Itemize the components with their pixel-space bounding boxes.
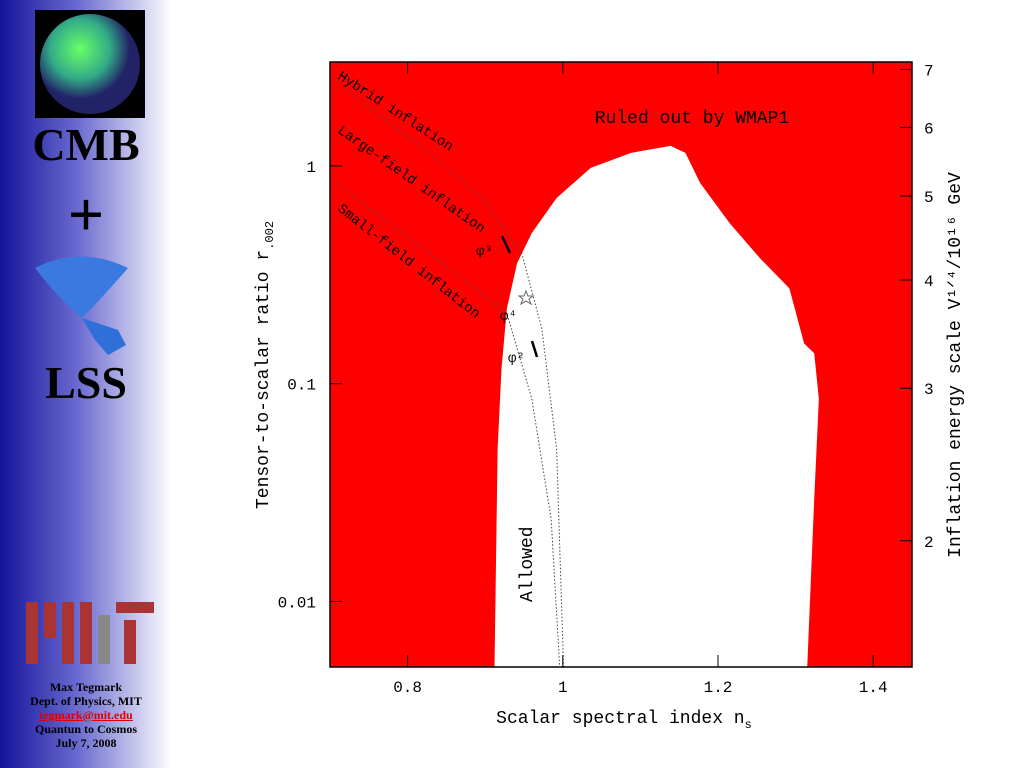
email-link[interactable]: tegmark@mit.edu (39, 708, 133, 722)
model-curve (335, 182, 561, 668)
sidebar-art (26, 10, 154, 664)
y-axis-title: Tensor-to-scalar ratio r.002 (254, 221, 277, 509)
cmb-label: CMB (32, 119, 140, 170)
x-title-sub: s (745, 718, 752, 732)
x-tick-label: 1 (558, 679, 568, 697)
y-tick-label: 0.01 (278, 594, 316, 612)
affiliation: Dept. of Physics, MIT (30, 694, 142, 708)
y2-tick-label: 7 (924, 62, 934, 80)
sidebar: CMB + LSS Max Tegmark Dept. of Physics, … (0, 0, 172, 768)
allowed-region (494, 145, 819, 667)
lss-label: LSS (45, 357, 127, 408)
cone (35, 256, 128, 318)
globe (40, 14, 140, 114)
plus-label: + (67, 179, 105, 250)
y-title-sub: .002 (263, 221, 277, 250)
y2-tick-label: 6 (924, 120, 934, 138)
annotation: φ⁴ (500, 309, 517, 325)
annotation: Ruled out by WMAP1 (595, 109, 789, 129)
y2-axis-title: Inflation energy scale V¹ᐟ⁴/10¹⁶ GeV (946, 172, 966, 558)
annotation: φ² (508, 351, 525, 367)
cone-lobe (82, 318, 126, 355)
x-title-main: Scalar spectral index n (496, 709, 744, 729)
x-tick-label: 0.8 (393, 679, 422, 697)
annotation: φ³ (476, 244, 493, 260)
x-tick-label: 1.2 (704, 679, 733, 697)
date: July 7, 2008 (55, 736, 117, 750)
model-segment (500, 235, 512, 254)
star-marker (517, 289, 535, 306)
model-segment (530, 340, 539, 358)
y-title-main: Tensor-to-scalar ratio r (254, 250, 274, 509)
y-tick-label: 1 (306, 159, 316, 177)
footer: Max Tegmark Dept. of Physics, MIT tegmar… (0, 680, 172, 750)
annotation: Allowed (518, 526, 538, 602)
y2-tick-label: 4 (924, 273, 934, 291)
x-axis-title: Scalar spectral index ns (496, 709, 752, 732)
event: Quantun to Cosmos (34, 722, 138, 736)
y2-tick-label: 2 (924, 534, 934, 552)
y-tick-label: 0.1 (287, 377, 316, 395)
model-curve (342, 87, 565, 668)
author: Max Tegmark (49, 680, 123, 694)
plot-frame (329, 61, 913, 668)
x-tick-label: 1.4 (859, 679, 888, 697)
y2-tick-label: 5 (924, 189, 934, 207)
mit-logo (26, 602, 154, 664)
y2-tick-label: 3 (924, 381, 934, 399)
